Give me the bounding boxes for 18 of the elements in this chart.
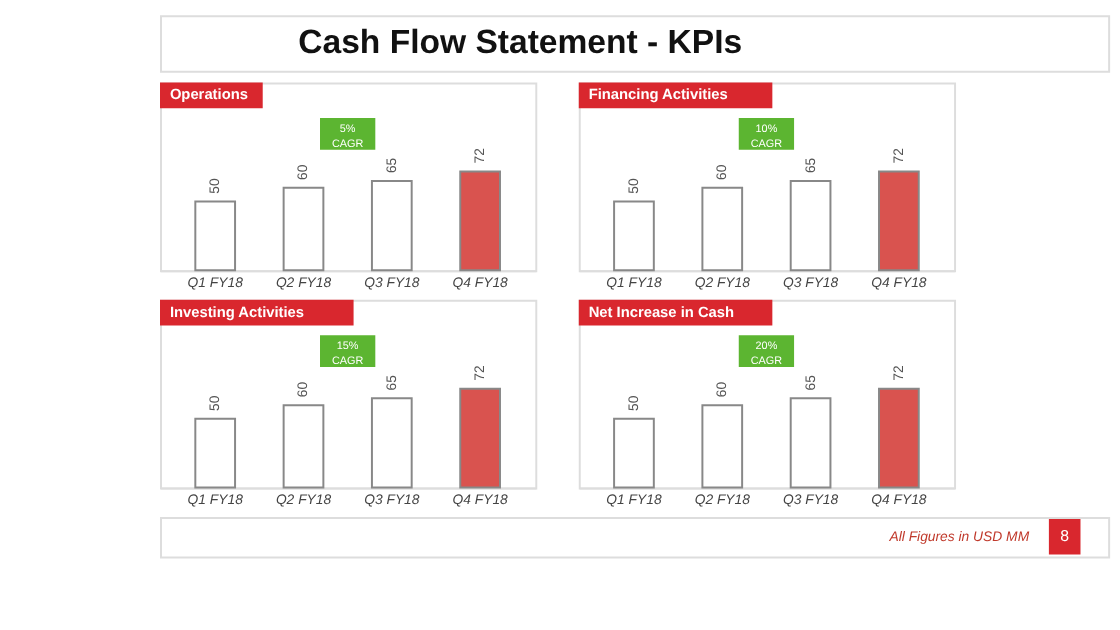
bar [613,200,655,272]
bar [282,404,325,489]
bar [878,387,920,489]
bar [282,186,325,272]
bar [878,170,920,272]
bar [789,180,832,272]
bar [194,200,237,272]
bar [459,387,501,489]
bar [701,404,744,489]
bar [701,186,744,272]
bar [194,417,237,489]
text: 8 [1060,526,1071,545]
bar [789,397,832,489]
bar [613,417,655,489]
text: Cash Flow Statement - KPIs [298,22,743,61]
bar [370,397,413,489]
bar [459,170,501,272]
bar [370,180,413,272]
